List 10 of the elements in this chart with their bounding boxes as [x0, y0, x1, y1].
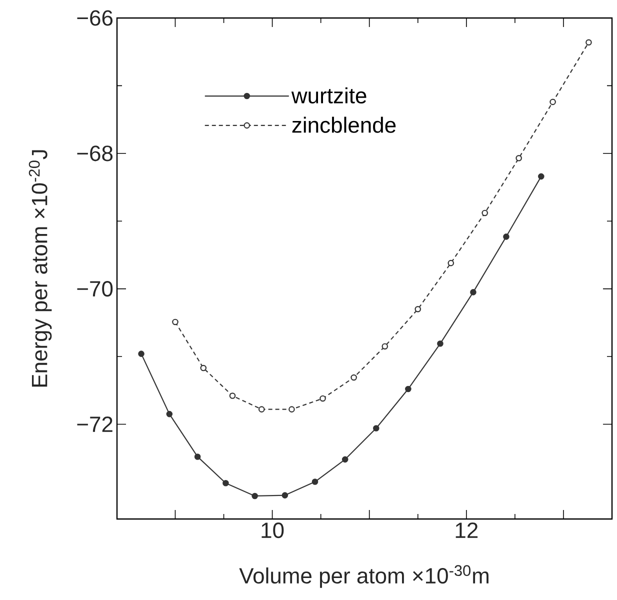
y-tick-label: −72 — [77, 416, 112, 432]
x-tick-label: 10 — [262, 522, 284, 538]
x-axis-title: Volume per atom ×10$^{-30}$m — [239, 565, 488, 588]
y-tick-label: −66 — [77, 10, 113, 26]
legend-label: zincblende — [292, 116, 396, 133]
legend-label: wurtzite — [291, 87, 366, 104]
y-tick-label: −68 — [77, 146, 113, 162]
y-tick-label: −70 — [77, 281, 113, 297]
x-tick-label: 12 — [456, 522, 478, 538]
y-axis-title: Energy per atom ×10$^{-20}$J — [28, 150, 52, 387]
